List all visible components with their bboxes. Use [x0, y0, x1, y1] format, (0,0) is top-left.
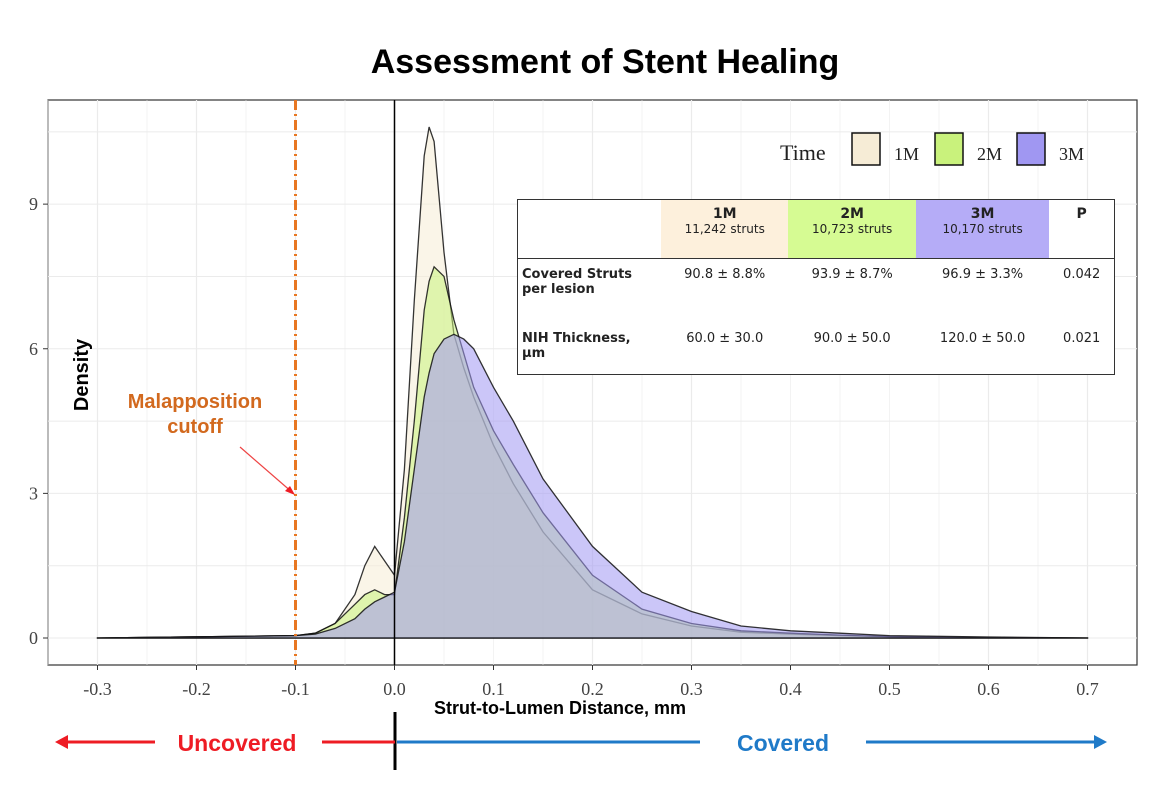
- table-row: Covered Struts per lesion 90.8 ± 8.8% 93…: [518, 259, 1114, 324]
- arrow-right-icon: [1094, 735, 1107, 749]
- x-tick-label: -0.2: [182, 679, 211, 699]
- legend-swatch-1M: [851, 132, 881, 166]
- x-tick-label: 0.1: [482, 679, 505, 699]
- cutoff-label-line2: cutoff: [167, 416, 223, 438]
- x-tick-label: 0.4: [779, 679, 802, 699]
- cutoff-pointer-arrow: [239, 446, 294, 494]
- y-tick-label: 9: [29, 194, 38, 214]
- x-tick-label: 0.7: [1076, 679, 1099, 699]
- cell: 120.0 ± 50.0: [939, 331, 1026, 346]
- col-label: P: [1076, 206, 1087, 222]
- y-tick-label: 3: [29, 483, 38, 503]
- x-axis-label: Strut-to-Lumen Distance, mm: [434, 698, 686, 718]
- legend-swatch-3M: [1016, 132, 1046, 166]
- table-row: NIH Thickness, µm 60.0 ± 30.0 90.0 ± 50.…: [518, 323, 1114, 387]
- col-header-p: P: [1049, 200, 1114, 259]
- col-sub: 10,170 struts: [942, 222, 1023, 236]
- y-axis-label: Density: [71, 338, 93, 411]
- legend-swatch-2M: [934, 132, 964, 166]
- y-tick-label: 0: [29, 628, 38, 648]
- legend: Time 1M 2M 3M: [780, 132, 1084, 166]
- legend-label-3M: 3M: [1059, 144, 1084, 164]
- col-header-1m: 1M 11,242 struts: [661, 200, 789, 259]
- x-tick-label: -0.3: [83, 679, 112, 699]
- cutoff-arrowhead-icon: [285, 486, 295, 495]
- col-header-3m: 3M 10,170 struts: [915, 200, 1050, 259]
- table-corner: [518, 200, 661, 259]
- col-label: 2M: [840, 206, 864, 222]
- x-tick-label: 0.3: [680, 679, 703, 699]
- covered-label: Covered: [737, 730, 829, 756]
- cell: 90.8 ± 8.8%: [684, 267, 766, 282]
- density-area-3M: [96, 333, 1089, 639]
- col-sub: 10,723 struts: [812, 222, 893, 236]
- x-tick-label: 0.6: [977, 679, 1000, 699]
- legend-label-1M: 1M: [894, 144, 919, 164]
- col-label: 3M: [970, 206, 995, 222]
- legend-label-2M: 2M: [977, 144, 1002, 164]
- cutoff-label-line1: Malapposition: [128, 391, 262, 413]
- x-tick-label: 0.2: [581, 679, 604, 699]
- x-tick-label: 0.5: [878, 679, 901, 699]
- row-label: Covered Struts per lesion: [522, 267, 633, 297]
- x-tick-label: -0.1: [281, 679, 310, 699]
- col-header-2m: 2M 10,723 struts: [788, 200, 916, 259]
- uncovered-label: Uncovered: [178, 730, 297, 756]
- cell: 96.9 ± 3.3%: [942, 267, 1024, 282]
- col-sub: 11,242 struts: [684, 222, 765, 236]
- x-tick-label: 0.0: [383, 679, 406, 699]
- legend-title: Time: [780, 140, 826, 165]
- cell: 60.0 ± 30.0: [686, 331, 764, 346]
- cell: 93.9 ± 8.7%: [811, 267, 893, 282]
- summary-table: 1M 11,242 struts 2M 10,723 struts 3M 10,170…: [517, 199, 1115, 375]
- cell: 0.042: [1063, 267, 1101, 282]
- y-tick-label: 6: [29, 339, 38, 359]
- arrow-left-icon: [55, 735, 68, 749]
- cell: 0.021: [1063, 331, 1101, 346]
- col-label: 1M: [712, 206, 737, 222]
- row-label: NIH Thickness, µm: [522, 331, 631, 361]
- chart-title: Assessment of Stent Healing: [371, 43, 840, 81]
- cell: 90.0 ± 50.0: [813, 331, 891, 346]
